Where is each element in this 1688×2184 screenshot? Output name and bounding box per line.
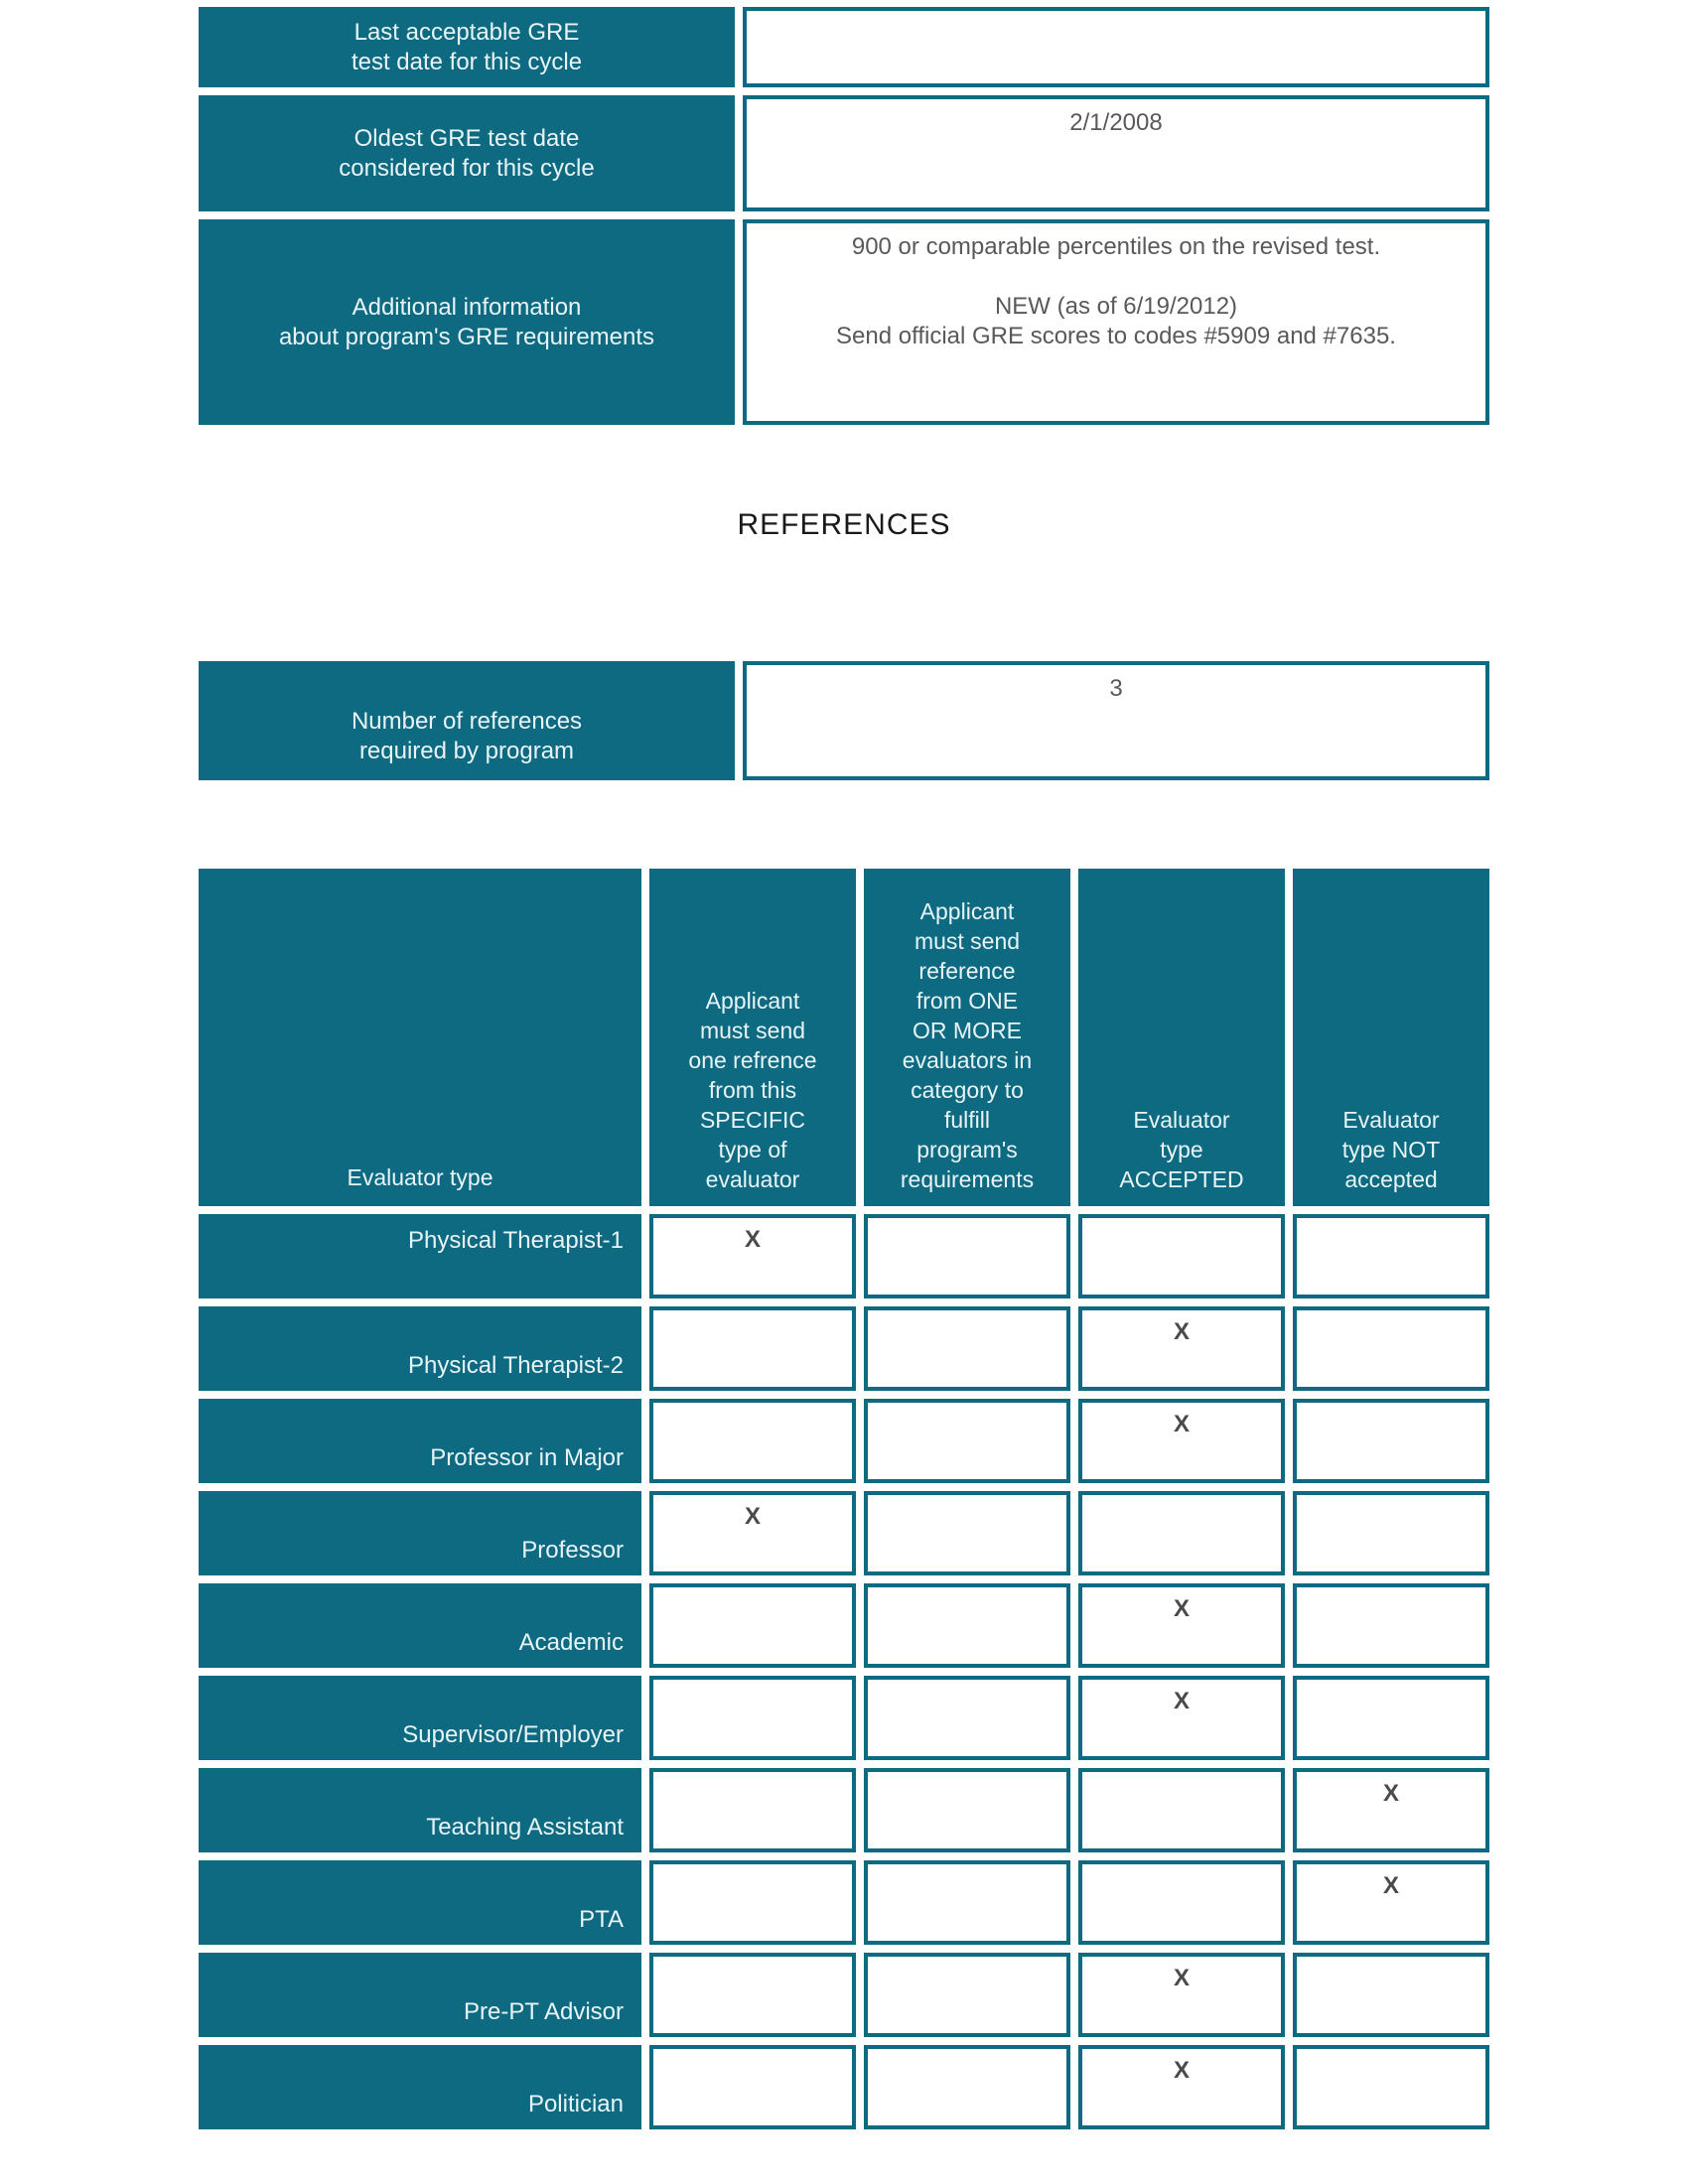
mark-cell-one-or-more	[864, 1399, 1070, 1483]
mark-cell-specific	[649, 1860, 856, 1945]
mark-cell-not-accepted	[1293, 1214, 1489, 1298]
mark-cell-one-or-more	[864, 2045, 1070, 2129]
evaluator-row-label: Politician	[199, 2045, 641, 2129]
gre-label-additional-info: Additional information about program's G…	[199, 219, 735, 425]
mark-cell-accepted	[1078, 1214, 1285, 1298]
references-count-row: Number of references required by program…	[199, 661, 1489, 780]
mark-cell-not-accepted	[1293, 1953, 1489, 2037]
mark-cell-not-accepted	[1293, 1583, 1489, 1668]
gre-value-additional-info: 900 or comparable percentiles on the rev…	[743, 219, 1489, 425]
evaluator-table: Evaluator type Applicant must send one r…	[199, 869, 1489, 2129]
mark-cell-specific: X	[649, 1491, 856, 1575]
mark-cell-specific	[649, 2045, 856, 2129]
mark-cell-not-accepted: X	[1293, 1860, 1489, 1945]
gre-label-last-acceptable: Last acceptable GRE test date for this c…	[199, 7, 735, 87]
evaluator-table-header-accepted: Evaluator type ACCEPTED	[1078, 869, 1285, 1206]
mark-cell-one-or-more	[864, 1491, 1070, 1575]
mark-cell-accepted	[1078, 1860, 1285, 1945]
evaluator-table-header-not-accepted: Evaluator type NOT accepted	[1293, 869, 1489, 1206]
page-content: Last acceptable GRE test date for this c…	[199, 7, 1489, 2184]
mark-cell-specific	[649, 1583, 856, 1668]
evaluator-row-label: PTA	[199, 1860, 641, 1945]
mark-cell-accepted: X	[1078, 1399, 1285, 1483]
mark-cell-not-accepted	[1293, 1399, 1489, 1483]
evaluator-row-label: Physical Therapist-1	[199, 1214, 641, 1298]
evaluator-table-header-evaluator-type: Evaluator type	[199, 869, 641, 1206]
mark-cell-specific: X	[649, 1214, 856, 1298]
mark-cell-not-accepted	[1293, 1306, 1489, 1391]
mark-cell-not-accepted	[1293, 1676, 1489, 1760]
mark-cell-one-or-more	[864, 1953, 1070, 2037]
mark-cell-accepted: X	[1078, 1676, 1285, 1760]
gre-value-last-acceptable	[743, 7, 1489, 87]
mark-cell-specific	[649, 1768, 856, 1852]
evaluator-row-label: Supervisor/Employer	[199, 1676, 641, 1760]
mark-cell-specific	[649, 1399, 856, 1483]
mark-cell-accepted: X	[1078, 1583, 1285, 1668]
mark-cell-specific	[649, 1953, 856, 2037]
evaluator-row-label: Professor	[199, 1491, 641, 1575]
mark-cell-one-or-more	[864, 1860, 1070, 1945]
gre-label-oldest-date: Oldest GRE test date considered for this…	[199, 95, 735, 211]
evaluator-row-label: Teaching Assistant	[199, 1768, 641, 1852]
mark-cell-accepted	[1078, 1491, 1285, 1575]
mark-cell-not-accepted	[1293, 1491, 1489, 1575]
mark-cell-accepted	[1078, 1768, 1285, 1852]
gre-requirements-table: Last acceptable GRE test date for this c…	[199, 7, 1489, 425]
evaluator-row-label: Pre-PT Advisor	[199, 1953, 641, 2037]
evaluator-row-label: Professor in Major	[199, 1399, 641, 1483]
evaluator-row-label: Physical Therapist-2	[199, 1306, 641, 1391]
mark-cell-not-accepted: X	[1293, 1768, 1489, 1852]
mark-cell-accepted: X	[1078, 1306, 1285, 1391]
mark-cell-specific	[649, 1306, 856, 1391]
mark-cell-one-or-more	[864, 1583, 1070, 1668]
mark-cell-one-or-more	[864, 1214, 1070, 1298]
gre-value-oldest-date: 2/1/2008	[743, 95, 1489, 211]
mark-cell-specific	[649, 1676, 856, 1760]
evaluator-table-header-one-or-more: Applicant must send reference from ONE O…	[864, 869, 1070, 1206]
mark-cell-not-accepted	[1293, 2045, 1489, 2129]
references-count-value: 3	[743, 661, 1489, 780]
mark-cell-accepted: X	[1078, 2045, 1285, 2129]
mark-cell-one-or-more	[864, 1676, 1070, 1760]
mark-cell-one-or-more	[864, 1768, 1070, 1852]
evaluator-table-header-specific: Applicant must send one refrence from th…	[649, 869, 856, 1206]
mark-cell-one-or-more	[864, 1306, 1070, 1391]
references-heading: REFERENCES	[737, 508, 951, 541]
references-count-label: Number of references required by program	[199, 661, 735, 780]
evaluator-row-label: Academic	[199, 1583, 641, 1668]
mark-cell-accepted: X	[1078, 1953, 1285, 2037]
